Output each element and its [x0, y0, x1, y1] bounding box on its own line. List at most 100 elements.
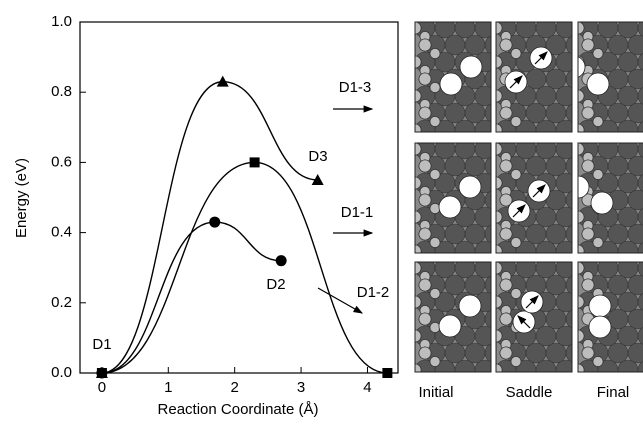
atom-light — [415, 210, 422, 224]
atom-dark — [617, 119, 639, 132]
atom-dark — [607, 34, 629, 56]
atom-light — [415, 89, 422, 103]
lattice-image — [496, 22, 572, 144]
atom-dark — [555, 206, 572, 228]
atom-light — [578, 210, 585, 224]
atom-light — [429, 237, 441, 248]
atom-dark — [555, 85, 572, 107]
panel-label: Initial — [418, 384, 453, 401]
atom-dark — [627, 274, 643, 296]
atom-light — [496, 262, 503, 275]
atom-light — [418, 278, 432, 292]
atom-light — [501, 374, 511, 384]
atom-dark — [555, 240, 572, 253]
atom-light — [420, 374, 430, 384]
marker — [311, 173, 324, 185]
atom-dark — [637, 326, 643, 346]
atom-light — [510, 169, 522, 180]
atom-light — [429, 288, 441, 299]
atom-dark — [637, 262, 643, 278]
atom-dark — [555, 143, 572, 160]
atom-white — [588, 315, 612, 339]
atom-light — [429, 116, 441, 127]
atom-light — [420, 134, 430, 144]
lattice-frame — [414, 21, 492, 133]
atom-light — [501, 134, 511, 144]
move-arrow — [512, 204, 526, 218]
atom-dark — [627, 102, 643, 124]
lattice-frame — [495, 21, 573, 133]
atom-dark — [555, 262, 572, 279]
atom-dark — [545, 68, 567, 90]
atom-dark — [565, 275, 572, 295]
atom-light — [418, 38, 432, 52]
atom-light — [501, 134, 511, 144]
atom-light — [496, 244, 503, 253]
atom-dark — [434, 262, 456, 279]
atom-light — [429, 48, 441, 59]
atom-dark — [484, 156, 491, 176]
atom-dark — [484, 190, 491, 210]
energy-curve — [101, 80, 318, 374]
atom-light — [510, 288, 522, 299]
atom-white — [438, 195, 462, 219]
atom-dark — [474, 262, 491, 279]
atom-dark — [617, 291, 639, 313]
atom-light — [499, 346, 513, 360]
atom-dark — [474, 325, 491, 347]
y-tick-label: 0.4 — [51, 224, 72, 241]
atom-dark — [474, 359, 491, 372]
atom-light — [581, 227, 595, 241]
atom-light — [578, 123, 585, 132]
atom-light — [420, 134, 430, 144]
atom-dark — [454, 262, 476, 279]
atom-light — [581, 346, 595, 360]
marker — [216, 75, 229, 87]
atom-light — [418, 106, 432, 120]
atom-dark — [464, 342, 486, 364]
panel-label: Saddle — [506, 384, 553, 401]
atom-light — [415, 295, 422, 309]
move-arrow — [532, 184, 546, 198]
atom-light — [592, 237, 604, 248]
atom-dark — [617, 22, 639, 39]
atom-light — [415, 176, 422, 190]
atom-light — [583, 374, 593, 384]
y-tick-label: 0.8 — [51, 83, 72, 100]
atom-light — [496, 89, 503, 103]
energy-curve — [101, 221, 282, 374]
atom-dark — [484, 309, 491, 329]
atom-dark — [454, 240, 476, 253]
atom-light — [583, 374, 593, 384]
atom-light — [415, 123, 422, 132]
atom-dark — [637, 207, 643, 227]
atom-light — [420, 134, 430, 144]
atom-white — [459, 55, 483, 79]
atom-light — [578, 244, 585, 253]
atom-dark — [627, 223, 643, 245]
atom-light — [578, 262, 585, 275]
atom-light — [510, 237, 522, 248]
plot-frame — [79, 21, 399, 374]
lattice-image — [578, 143, 643, 253]
atom-light — [429, 356, 441, 367]
atom-dark — [617, 206, 639, 228]
atom-light — [496, 123, 503, 132]
marker — [382, 368, 393, 378]
atom-dark — [464, 274, 486, 296]
lattice-image — [415, 22, 491, 144]
atom-dark — [525, 155, 547, 177]
atom-white — [588, 294, 612, 318]
atom-dark — [474, 206, 491, 228]
energy-curve — [101, 161, 388, 374]
lattice-image — [496, 143, 572, 253]
atom-dark — [535, 325, 557, 347]
atom-dark — [637, 86, 643, 106]
lattice-image — [415, 143, 491, 253]
atom-light — [578, 295, 585, 309]
atom-dark — [484, 275, 491, 295]
atom-light — [418, 346, 432, 360]
atom-light — [501, 134, 511, 144]
atom-light — [496, 295, 503, 309]
